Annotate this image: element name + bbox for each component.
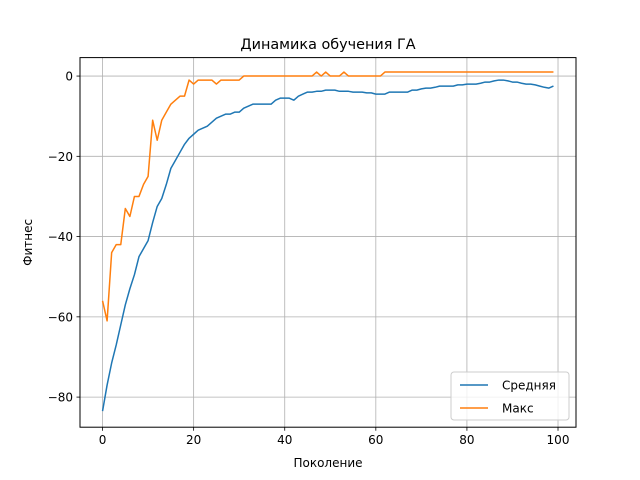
x-tick-label: 20 — [186, 433, 201, 447]
x-axis-label: Поколение — [293, 456, 362, 470]
series-line-1 — [101, 71, 554, 322]
y-tick-label: −60 — [48, 310, 73, 324]
x-tick-label: 40 — [277, 433, 292, 447]
x-tick-label: 0 — [99, 433, 107, 447]
y-tick-label: −20 — [48, 150, 73, 164]
series-lines — [101, 71, 554, 412]
x-tick-label: 60 — [368, 433, 383, 447]
y-tick-label: 0 — [65, 70, 73, 84]
axis-ticks: 0 20 40 60 80 100 −80 −60 −40 −20 0 — [48, 70, 570, 448]
y-axis-label: Фитнес — [21, 219, 35, 266]
x-tick-label: 100 — [547, 433, 570, 447]
legend-label-1: Макс — [502, 402, 534, 416]
legend-label-0: Средняя — [502, 379, 556, 393]
plot-frame — [79, 57, 577, 428]
legend: Средняя Макс — [450, 371, 570, 421]
grid — [80, 57, 576, 428]
series-line-0 — [101, 79, 554, 412]
x-tick-label: 80 — [459, 433, 474, 447]
chart-title: Динамика обучения ГА — [240, 37, 415, 53]
y-tick-label: −80 — [48, 391, 73, 405]
y-tick-label: −40 — [48, 230, 73, 244]
